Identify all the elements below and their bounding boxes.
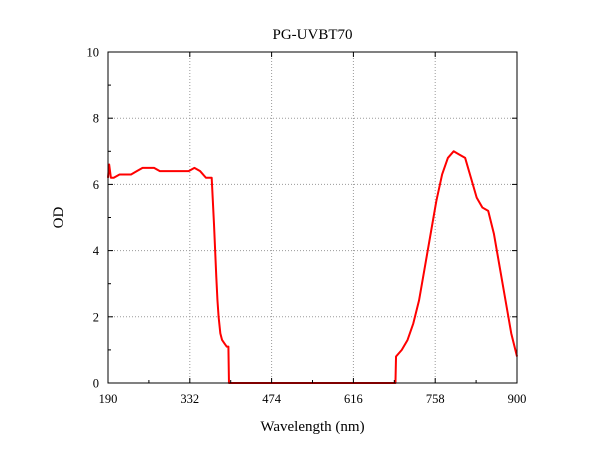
x-tick-label: 758 [426,392,445,406]
y-tick-label: 8 [93,112,99,126]
x-tick-label: 332 [180,392,199,406]
x-tick-label: 190 [99,392,118,406]
y-tick-label: 0 [93,377,99,391]
axis-ticks: 190 332 474 616 758 900 0 2 4 6 8 10 [87,46,527,407]
y-tick-label: 10 [87,46,100,60]
y-tick-label: 2 [93,310,99,324]
y-tick-label: 4 [93,244,100,258]
y-axis-label: OD [51,207,67,229]
plot-frame [107,51,518,384]
data-series [107,150,518,384]
x-tick-label: 900 [508,392,527,406]
x-axis-label: Wavelength (nm) [260,419,364,435]
od-series-line [107,150,518,384]
x-tick-label: 474 [262,392,282,406]
y-tick-label: 6 [93,178,99,192]
x-tick-label: 616 [344,392,363,406]
grid-lines [108,52,517,383]
chart-title: PG-UVBT70 [272,27,352,43]
